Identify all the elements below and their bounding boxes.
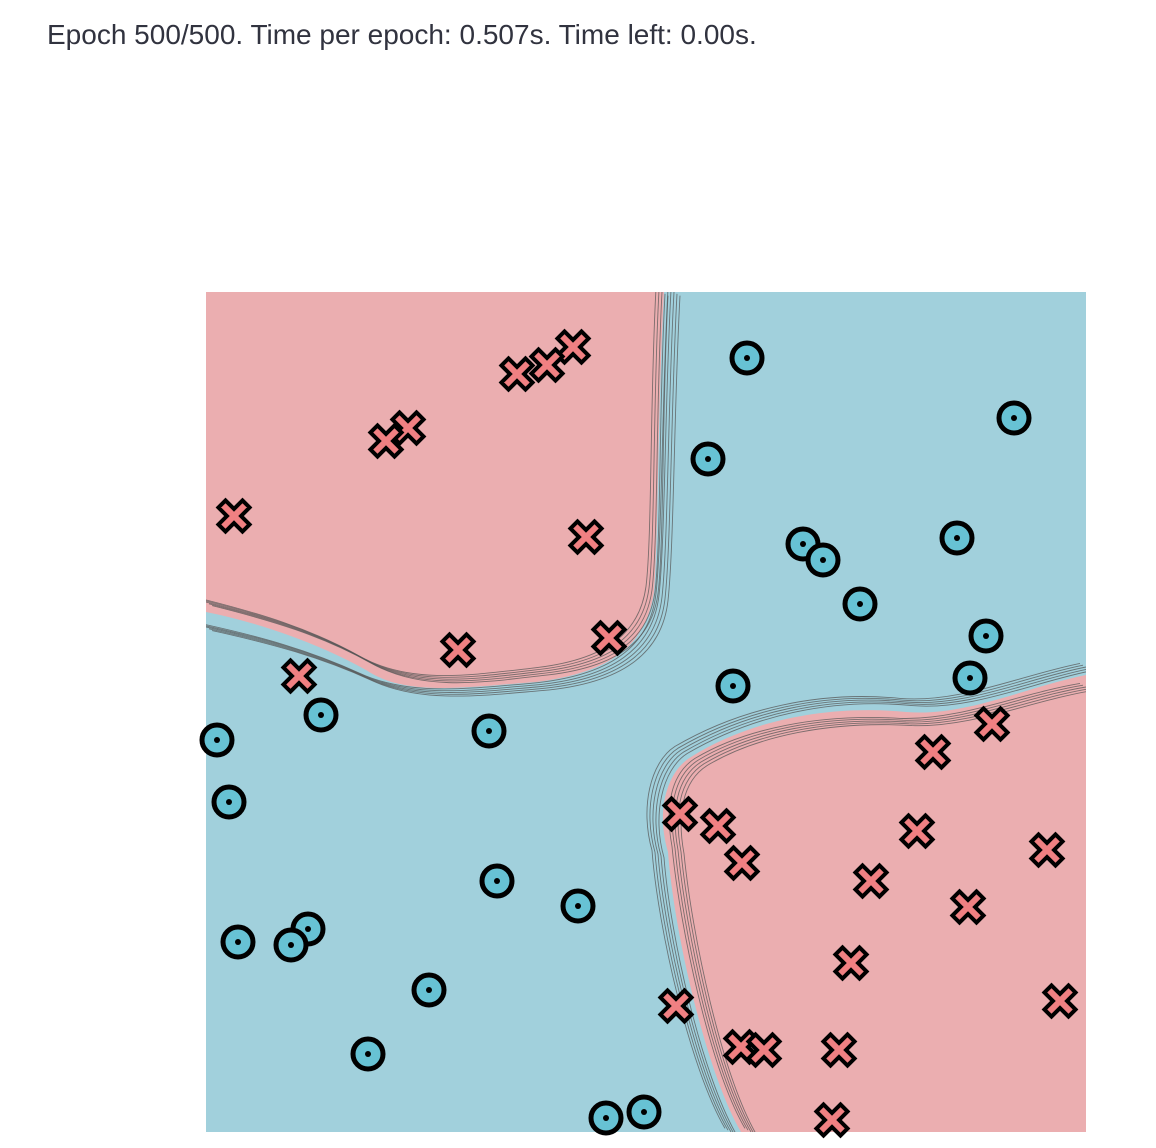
point-class-b: [567, 518, 605, 556]
point-class-b: [832, 944, 870, 982]
point-class-a: [220, 924, 256, 960]
data-points: [199, 328, 1079, 1139]
point-class-a: [968, 618, 1004, 654]
point-class-a: [805, 542, 841, 578]
contour-line: [649, 664, 1084, 1131]
point-class-a: [199, 722, 235, 758]
point-class-b: [745, 1031, 783, 1069]
point-class-b: [590, 619, 628, 657]
point-class-b: [554, 328, 592, 366]
point-class-a: [939, 520, 975, 556]
point-class-a: [479, 863, 515, 899]
contour-line: [668, 682, 1081, 1129]
point-class-b: [813, 1101, 851, 1139]
contour-line: [680, 691, 1086, 1132]
decision-boundary-plot: [199, 292, 1086, 1139]
region-class-b-bottom-right: [662, 675, 1086, 1132]
contour-line: [211, 295, 681, 697]
contour-line: [671, 684, 1084, 1131]
point-class-a: [729, 340, 765, 376]
point-class-b: [215, 497, 253, 535]
decision-regions: [206, 292, 1086, 1132]
contour-line: [206, 292, 657, 676]
point-class-b: [898, 812, 936, 850]
point-class-b: [723, 844, 761, 882]
point-class-b: [852, 862, 890, 900]
point-class-a: [626, 1094, 662, 1130]
point-class-b: [973, 705, 1011, 743]
point-class-a: [952, 660, 988, 696]
point-class-b: [528, 346, 566, 384]
contour-line: [206, 292, 660, 678]
point-class-b: [1041, 982, 1079, 1020]
point-class-b: [699, 807, 737, 845]
point-class-b: [820, 1031, 858, 1069]
point-class-b: [949, 888, 987, 926]
point-class-a: [350, 1036, 386, 1072]
point-class-a: [588, 1100, 624, 1136]
contour-line: [652, 666, 1086, 1132]
point-class-b: [914, 733, 952, 771]
contour-line: [206, 292, 675, 693]
point-class-a: [996, 400, 1032, 436]
contour-line: [208, 293, 678, 695]
point-class-a: [303, 697, 339, 733]
contour-line: [677, 688, 1086, 1132]
contour-line: [674, 686, 1086, 1132]
point-class-a: [411, 972, 447, 1008]
point-class-a: [211, 784, 247, 820]
point-class-b: [367, 422, 405, 460]
point-class-a: [471, 713, 507, 749]
contour-line: [658, 671, 1086, 1132]
point-class-a: [690, 441, 726, 477]
contour-line: [206, 292, 663, 680]
contour-line: [208, 293, 666, 682]
point-class-a: [842, 586, 878, 622]
point-class-b: [498, 355, 536, 393]
point-class-a: [560, 888, 596, 924]
decision-boundary-contours: [206, 292, 1086, 1132]
contour-line: [206, 292, 669, 690]
point-class-b: [280, 657, 318, 695]
point-class-a: [273, 927, 309, 963]
contour-line: [655, 668, 1086, 1132]
contour-line: [206, 292, 672, 692]
point-class-b: [439, 631, 477, 669]
point-class-b: [657, 987, 695, 1025]
training-status-text: Epoch 500/500. Time per epoch: 0.507s. T…: [47, 19, 757, 50]
point-class-a: [715, 668, 751, 704]
contour-line: [646, 662, 1081, 1129]
contour-line: [211, 295, 669, 684]
region-class-b-top-left: [206, 292, 664, 689]
point-class-b: [1028, 831, 1066, 869]
point-class-b: [661, 795, 699, 833]
